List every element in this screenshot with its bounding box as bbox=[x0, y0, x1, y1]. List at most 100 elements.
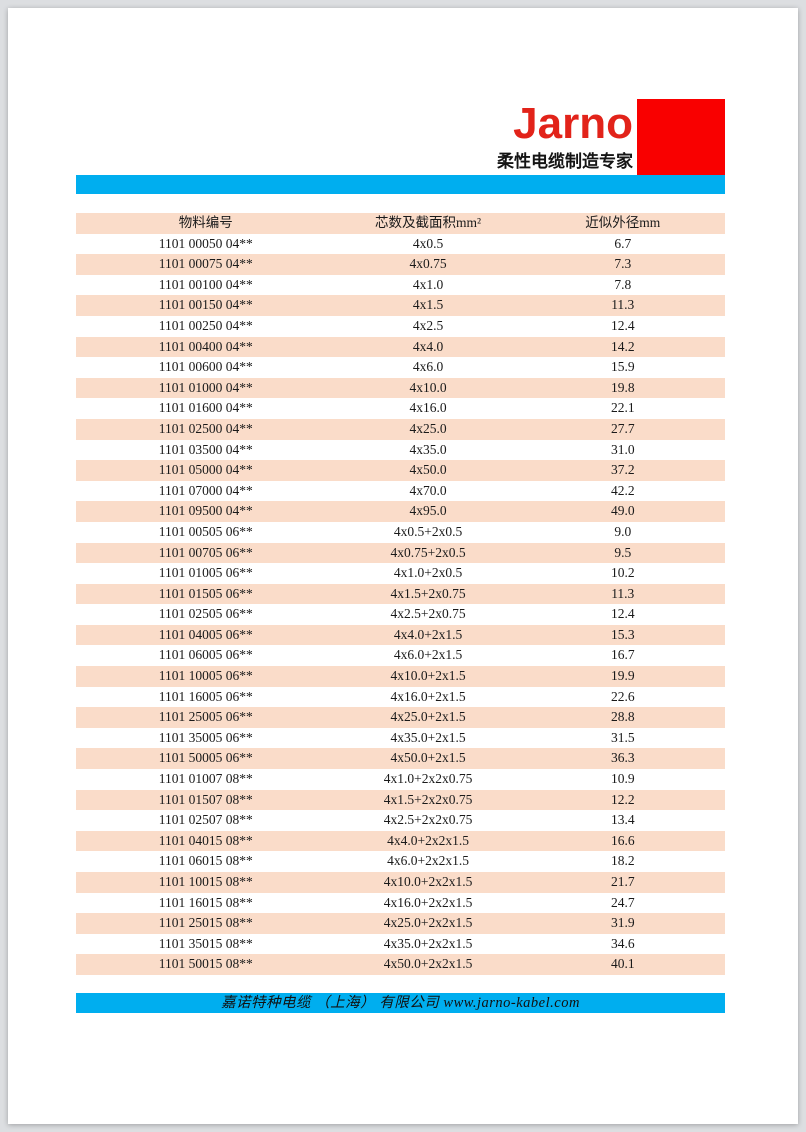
cell-material-code: 1101 02505 06** bbox=[158, 606, 253, 622]
cell-outer-diameter: 19.9 bbox=[610, 668, 635, 684]
cell-outer-diameter: 11.3 bbox=[611, 585, 635, 601]
cell-core-size: 4x35.0 bbox=[409, 441, 447, 457]
document-page: Jarno 柔性电缆制造专家 物料编号 芯数及截面积mm² 近似外径mm 1101 0… bbox=[8, 8, 798, 1124]
cell-material-code: 1101 16015 08** bbox=[158, 894, 253, 910]
cell-outer-diameter: 49.0 bbox=[610, 503, 635, 519]
cell-core-size: 4x16.0 bbox=[409, 400, 447, 416]
footer-bar: 嘉诺特种电缆 （上海） 有限公司 www.jarno-kabel.com bbox=[76, 993, 725, 1013]
cell-material-code: 1101 50015 08** bbox=[158, 956, 253, 972]
table-row: 1101 09500 04** 4x95.0 49.0 bbox=[76, 501, 725, 522]
table-row: 1101 25005 06** 4x25.0+2x1.5 28.8 bbox=[76, 707, 725, 728]
table-row: 1101 00150 04** 4x1.5 11.3 bbox=[76, 295, 725, 316]
cell-outer-diameter: 37.2 bbox=[610, 462, 635, 478]
table-row: 1101 02505 06** 4x2.5+2x0.75 12.4 bbox=[76, 604, 725, 625]
table-row: 1101 50015 08** 4x50.0+2x2x1.5 40.1 bbox=[76, 954, 725, 975]
cell-material-code: 1101 09500 04** bbox=[158, 503, 253, 519]
cell-outer-diameter: 36.3 bbox=[610, 750, 635, 766]
table-row: 1101 02500 04** 4x25.0 27.7 bbox=[76, 418, 725, 440]
cell-material-code: 1101 00400 04** bbox=[158, 338, 253, 354]
table-row: 1101 01505 06** 4x1.5+2x0.75 11.3 bbox=[76, 583, 725, 605]
cell-material-code: 1101 35005 06** bbox=[158, 729, 253, 745]
table-row: 1101 35015 08** 4x35.0+2x2x1.5 34.6 bbox=[76, 934, 725, 955]
cell-material-code: 1101 00050 04** bbox=[158, 235, 253, 251]
cell-material-code: 1101 02507 08** bbox=[158, 812, 253, 828]
cell-outer-diameter: 12.4 bbox=[610, 317, 635, 333]
table-row: 1101 10015 08** 4x10.0+2x2x1.5 21.7 bbox=[76, 872, 725, 893]
cell-core-size: 4x25.0+2x2x1.5 bbox=[383, 915, 473, 931]
cell-material-code: 1101 06015 08** bbox=[158, 853, 253, 869]
cell-core-size: 4x25.0+2x1.5 bbox=[390, 709, 466, 725]
cell-outer-diameter: 22.1 bbox=[610, 400, 635, 416]
table-row: 1101 00250 04** 4x2.5 12.4 bbox=[76, 316, 725, 337]
cell-outer-diameter: 15.3 bbox=[610, 626, 635, 642]
table-row: 1101 02507 08** 4x2.5+2x2x0.75 13.4 bbox=[76, 810, 725, 831]
cell-core-size: 4x50.0+2x1.5 bbox=[390, 750, 466, 766]
cell-core-size: 4x6.0+2x1.5 bbox=[393, 647, 463, 663]
table-header-row: 物料编号 芯数及截面积mm² 近似外径mm bbox=[76, 213, 725, 234]
cell-outer-diameter: 14.2 bbox=[610, 338, 635, 354]
cell-material-code: 1101 03500 04** bbox=[158, 441, 253, 457]
cell-core-size: 4x6.0+2x2x1.5 bbox=[387, 853, 469, 869]
brand-tagline: 柔性电缆制造专家 bbox=[497, 152, 633, 171]
table-row: 1101 50005 06** 4x50.0+2x1.5 36.3 bbox=[76, 748, 725, 770]
cell-material-code: 1101 01507 08** bbox=[158, 791, 253, 807]
table-row: 1101 00050 04** 4x0.5 6.7 bbox=[76, 234, 725, 255]
cell-core-size: 4x1.5+2x2x0.75 bbox=[383, 791, 473, 807]
cell-outer-diameter: 24.7 bbox=[610, 894, 635, 910]
logo-red-block bbox=[637, 99, 725, 175]
cell-outer-diameter: 7.3 bbox=[614, 256, 632, 272]
cell-core-size: 4x4.0+2x2x1.5 bbox=[387, 832, 469, 848]
cell-material-code: 1101 35015 08** bbox=[158, 935, 253, 951]
table-row: 1101 04005 06** 4x4.0+2x1.5 15.3 bbox=[76, 624, 725, 646]
cell-outer-diameter: 9.0 bbox=[614, 523, 632, 539]
table-row: 1101 00100 04** 4x1.0 7.8 bbox=[76, 275, 725, 296]
cell-outer-diameter: 19.8 bbox=[610, 379, 635, 395]
table-row: 1101 04015 08** 4x4.0+2x2x1.5 16.6 bbox=[76, 830, 725, 852]
cell-core-size: 4x4.0 bbox=[412, 338, 444, 354]
cell-material-code: 1101 04005 06** bbox=[158, 626, 253, 642]
table-row: 1101 01600 04** 4x16.0 22.1 bbox=[76, 398, 725, 419]
cell-core-size: 4x16.0+2x2x1.5 bbox=[383, 894, 473, 910]
cell-material-code: 1101 00705 06** bbox=[158, 544, 253, 560]
cell-core-size: 4x25.0 bbox=[409, 420, 447, 436]
cell-material-code: 1101 00250 04** bbox=[158, 317, 253, 333]
cell-outer-diameter: 28.8 bbox=[610, 709, 635, 725]
table-row: 1101 00600 04** 4x6.0 15.9 bbox=[76, 357, 725, 378]
cell-core-size: 4x10.0 bbox=[409, 379, 447, 395]
table-row: 1101 00075 04** 4x0.75 7.3 bbox=[76, 254, 725, 275]
cell-material-code: 1101 07000 04** bbox=[158, 482, 253, 498]
cell-material-code: 1101 06005 06** bbox=[158, 647, 253, 663]
cell-outer-diameter: 12.4 bbox=[610, 606, 635, 622]
cell-core-size: 4x0.75 bbox=[409, 256, 447, 272]
cell-material-code: 1101 00100 04** bbox=[158, 276, 253, 292]
table-row: 1101 16005 06** 4x16.0+2x1.5 22.6 bbox=[76, 687, 725, 708]
cell-outer-diameter: 16.7 bbox=[610, 647, 635, 663]
cell-outer-diameter: 21.7 bbox=[610, 874, 635, 889]
table-row: 1101 03500 04** 4x35.0 31.0 bbox=[76, 440, 725, 461]
cell-outer-diameter: 22.6 bbox=[610, 688, 635, 704]
cell-core-size: 4x0.75+2x0.5 bbox=[390, 544, 466, 560]
cell-outer-diameter: 6.7 bbox=[614, 235, 632, 251]
brand-header: Jarno 柔性电缆制造专家 bbox=[8, 101, 633, 173]
cell-outer-diameter: 18.2 bbox=[610, 853, 635, 869]
cell-material-code: 1101 01505 06** bbox=[158, 585, 253, 601]
cell-core-size: 4x10.0+2x2x1.5 bbox=[383, 874, 473, 889]
cell-material-code: 1101 01600 04** bbox=[158, 400, 253, 416]
cell-core-size: 4x50.0 bbox=[409, 462, 447, 478]
column-header: 物料编号 bbox=[178, 215, 233, 230]
cell-material-code: 1101 01005 06** bbox=[158, 565, 253, 581]
table-row: 1101 00705 06** 4x0.75+2x0.5 9.5 bbox=[76, 542, 725, 564]
table-row: 1101 07000 04** 4x70.0 42.2 bbox=[76, 481, 725, 502]
cell-core-size: 4x16.0+2x1.5 bbox=[390, 688, 466, 704]
cell-outer-diameter: 10.9 bbox=[610, 771, 635, 787]
cell-core-size: 4x1.5+2x0.75 bbox=[390, 585, 466, 601]
cell-outer-diameter: 13.4 bbox=[610, 812, 635, 828]
cell-core-size: 4x50.0+2x2x1.5 bbox=[383, 956, 473, 972]
cell-material-code: 1101 00600 04** bbox=[158, 359, 253, 375]
cell-outer-diameter: 34.6 bbox=[610, 935, 635, 951]
cell-material-code: 1101 25005 06** bbox=[158, 709, 253, 725]
cell-core-size: 4x6.0 bbox=[412, 359, 444, 375]
cell-core-size: 4x4.0+2x1.5 bbox=[393, 626, 463, 642]
cell-material-code: 1101 10005 06** bbox=[158, 668, 253, 684]
cell-outer-diameter: 16.6 bbox=[610, 832, 635, 848]
